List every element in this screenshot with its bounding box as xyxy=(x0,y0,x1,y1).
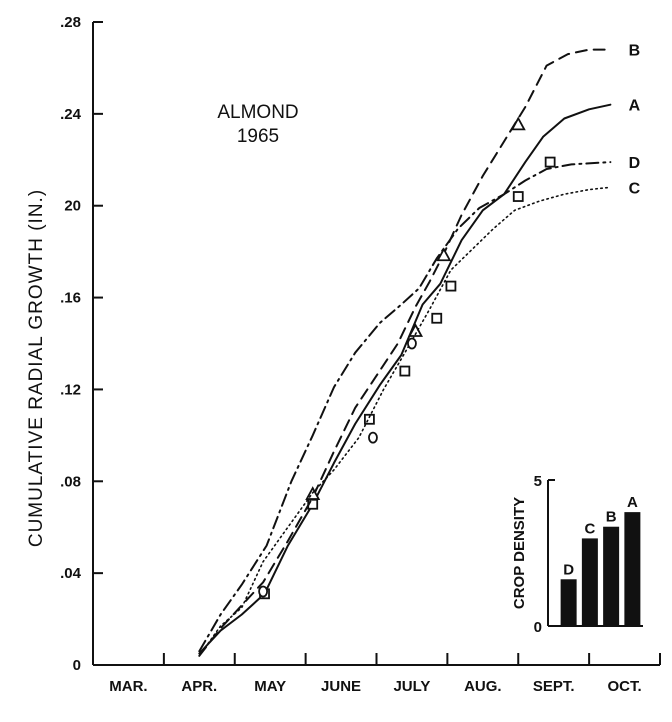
growth-series xyxy=(198,48,612,657)
inset-bar-D xyxy=(560,579,577,626)
series-line-C xyxy=(198,186,612,657)
curve-label-C: C xyxy=(629,180,641,197)
marker-square-A xyxy=(399,365,411,377)
y-tick-label: 0 xyxy=(73,657,81,674)
y-axis-title: CUMULATIVE RADIAL GROWTH (IN.) xyxy=(26,189,47,547)
y-tick-label: .04 xyxy=(60,565,82,582)
y-tick-label: .28 xyxy=(60,14,81,31)
x-tick-label: SEPT. xyxy=(533,678,575,695)
x-tick-label: JUNE xyxy=(321,678,361,695)
annotation-line-1: ALMOND xyxy=(217,102,298,123)
marker-circle-C xyxy=(368,431,378,444)
inset-bar-label-C: C xyxy=(584,520,595,537)
marker-triangle-B xyxy=(510,116,526,131)
inset-bar-C xyxy=(581,538,598,626)
inset-y-axis-title: CROP DENSITY xyxy=(511,497,528,609)
marker-circle-C xyxy=(407,337,417,350)
inset-bar-label-D: D xyxy=(563,561,574,578)
y-tick-label: .16 xyxy=(60,290,81,307)
inset-y-tick-label: 5 xyxy=(534,473,542,490)
curve-label-D: D xyxy=(629,155,641,172)
series-line-D xyxy=(198,161,612,653)
x-tick-label: MAR. xyxy=(109,678,147,695)
inset-bar-label-B: B xyxy=(606,509,617,526)
x-tick-label: APR. xyxy=(181,678,217,695)
curve-label-B: B xyxy=(629,43,641,60)
x-tick-label: JULY xyxy=(393,678,430,695)
inset-bar-label-A: A xyxy=(627,494,638,511)
inset-bar-B xyxy=(603,526,620,626)
series-line-B xyxy=(198,48,612,657)
crop-density-inset: 0 5 CROP DENSITY D CBA xyxy=(511,473,643,636)
y-tick-label: 20 xyxy=(64,198,81,215)
marker-square-A xyxy=(431,312,443,324)
marker-triangle-B xyxy=(436,247,452,262)
main-axes xyxy=(92,22,660,666)
marker-square-A xyxy=(445,280,457,292)
marker-triangle-B xyxy=(407,323,423,337)
y-tick-label: .08 xyxy=(60,473,81,490)
curve-label-A: A xyxy=(629,98,641,115)
x-tick-label: MAY xyxy=(254,678,286,695)
inset-y-tick-label: 0 xyxy=(534,619,542,636)
inset-bar-A xyxy=(624,512,641,626)
marker-square-A xyxy=(544,156,556,168)
x-tick-label: AUG. xyxy=(464,678,502,695)
main-ticks: 0 .04 .08 .12 .16 20 .24 .28 MAR. APR. MAY JUNE JULY… xyxy=(60,14,661,695)
marker-square-A xyxy=(364,413,375,425)
x-tick-label: OCT. xyxy=(607,678,641,695)
marker-square-A xyxy=(512,191,524,202)
annotation-line-2: 1965 xyxy=(237,126,279,147)
series-labels: A B CD xyxy=(629,43,641,198)
y-tick-label: .24 xyxy=(60,106,82,123)
y-tick-label: .12 xyxy=(60,381,81,398)
marker-circle-C xyxy=(258,585,269,598)
